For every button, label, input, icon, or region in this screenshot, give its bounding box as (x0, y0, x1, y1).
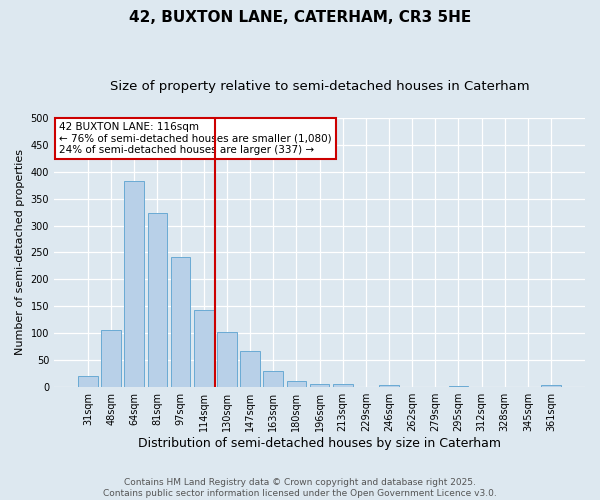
Bar (263, 371, 283, 387)
Bar (449, 386, 468, 387)
Bar (287, 382, 306, 387)
Bar (148, 213, 167, 387)
X-axis label: Distribution of semi-detached houses by size in Caterham: Distribution of semi-detached houses by … (138, 437, 501, 450)
Bar (217, 332, 237, 387)
Bar (124, 181, 144, 387)
Bar (171, 257, 190, 387)
Bar (333, 384, 353, 387)
Bar (101, 330, 121, 387)
Bar (194, 310, 214, 387)
Text: Contains HM Land Registry data © Crown copyright and database right 2025.
Contai: Contains HM Land Registry data © Crown c… (103, 478, 497, 498)
Bar (310, 384, 329, 387)
Text: 42 BUXTON LANE: 116sqm
← 76% of semi-detached houses are smaller (1,080)
24% of : 42 BUXTON LANE: 116sqm ← 76% of semi-det… (59, 122, 332, 155)
Bar (541, 385, 561, 387)
Bar (78, 376, 98, 387)
Text: 42, BUXTON LANE, CATERHAM, CR3 5HE: 42, BUXTON LANE, CATERHAM, CR3 5HE (129, 10, 471, 25)
Y-axis label: Number of semi-detached properties: Number of semi-detached properties (15, 150, 25, 356)
Bar (240, 350, 260, 387)
Title: Size of property relative to semi-detached houses in Caterham: Size of property relative to semi-detach… (110, 80, 529, 93)
Bar (379, 385, 399, 387)
